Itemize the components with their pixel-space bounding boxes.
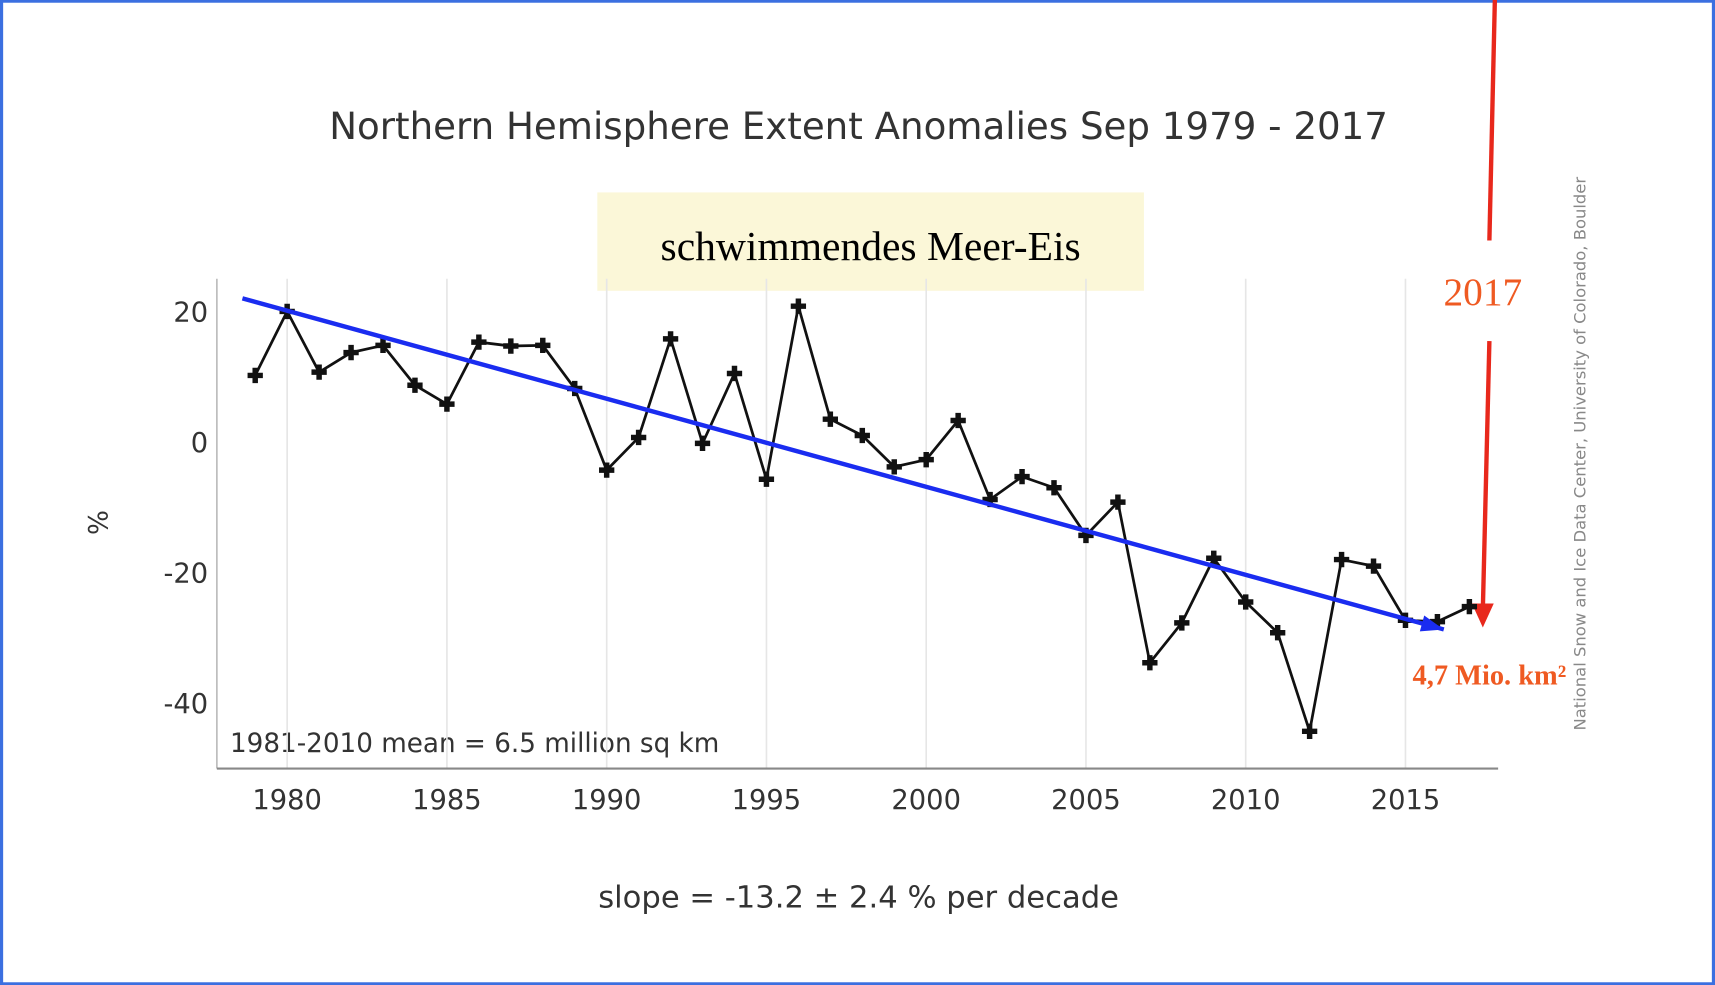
chart-title: Northern Hemisphere Extent Anomalies Sep…: [329, 105, 1388, 148]
data-point: [950, 412, 966, 429]
credit: National Snow and Ice Data Center, Unive…: [1571, 177, 1590, 731]
data-point: [918, 452, 934, 468]
data-point: [1174, 615, 1190, 631]
data-point: [1110, 494, 1126, 510]
data-point: [1046, 480, 1062, 496]
data-point: [599, 462, 615, 478]
x-tick-label: 2005: [1051, 785, 1121, 816]
y-tick-label: -20: [163, 558, 208, 589]
data-point: [854, 427, 870, 444]
data-point: [886, 459, 902, 475]
y-tick-label: -40: [163, 689, 208, 720]
data-point: [247, 367, 263, 384]
x-tick-label: 2015: [1371, 785, 1441, 816]
data-point: [439, 396, 455, 412]
y-tick-label: 0: [191, 428, 208, 459]
year-annotation: 2017: [1443, 270, 1522, 314]
data-point: [503, 338, 519, 354]
data-point: [1014, 468, 1030, 485]
trend-line: [241, 296, 1445, 632]
data-point: [758, 471, 775, 487]
data-point: [1238, 594, 1254, 610]
data-point: [822, 411, 838, 427]
slope-note: slope = -13.2 ± 2.4 % per decade: [598, 880, 1119, 915]
data-point: [1078, 527, 1094, 544]
pointer-arrowhead: [1471, 603, 1494, 628]
data-point: [726, 365, 743, 382]
x-tick-label: 2000: [891, 785, 961, 816]
data-point: [311, 364, 327, 380]
data-point: [375, 337, 391, 354]
x-tick-label: 1980: [252, 785, 322, 816]
data-point: [1301, 723, 1318, 739]
data-point: [1333, 551, 1350, 568]
subtitle-box: [597, 192, 1144, 291]
data-point: [982, 491, 998, 508]
x-tick-label: 1985: [412, 785, 482, 816]
data-point: [343, 344, 359, 361]
x-tick-label: 2010: [1211, 785, 1281, 816]
data-point: [535, 337, 551, 354]
data-point: [1429, 613, 1446, 630]
subtitle: schwimmendes Meer-Eis: [661, 223, 1081, 269]
data-point: [407, 377, 423, 393]
data-point: [1270, 625, 1286, 641]
data-point: [1142, 655, 1158, 671]
data-point: [1206, 550, 1222, 566]
pointer-arrow: [1480, 341, 1492, 611]
data-point: [694, 435, 711, 451]
x-tick-label: 1995: [732, 785, 802, 816]
trend-arrowhead: [1419, 615, 1444, 632]
value-annotation: 4,7 Mio. km²: [1413, 660, 1567, 691]
y-tick-label: 20: [173, 297, 208, 328]
y-axis-label: %: [85, 510, 115, 535]
data-point: [471, 334, 487, 350]
pointer-arrow-top: [1487, 0, 1498, 241]
data-point: [630, 429, 647, 446]
x-tick-label: 1990: [572, 785, 642, 816]
data-point: [790, 298, 807, 314]
mean-note: 1981-2010 mean = 6.5 million sq km: [230, 729, 719, 759]
data-point: [1461, 598, 1478, 615]
data-point: [1365, 558, 1382, 574]
data-point: [662, 331, 679, 347]
